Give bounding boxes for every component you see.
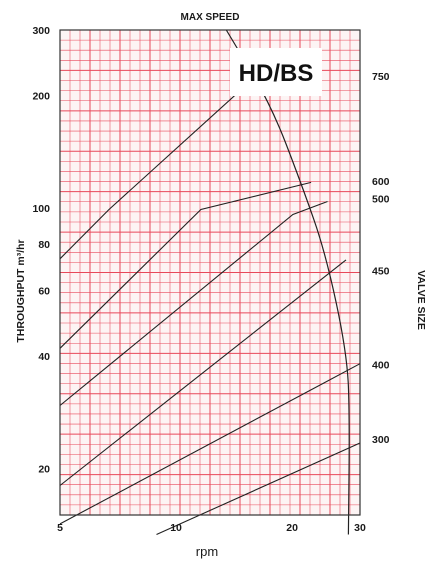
- valve-size-label-750: 750: [372, 71, 390, 83]
- x-tick-label: 20: [286, 522, 298, 534]
- chart-title: MAX SPEED: [181, 12, 240, 23]
- valve-size-label-400: 400: [372, 360, 390, 372]
- x-tick-label: 10: [170, 522, 182, 534]
- series-layer: [59, 70, 361, 536]
- valve-size-label-600: 600: [372, 176, 390, 188]
- badge-box: [230, 48, 322, 96]
- valve-size-labels: 750 600 500 450 400 300: [372, 71, 390, 446]
- y-tick-label: 20: [38, 463, 50, 475]
- valve-size-label-300: 300: [372, 434, 390, 446]
- y-tick-label: 80: [38, 239, 50, 251]
- y-axis-label: THROUGHPUT m³/hr: [15, 239, 27, 342]
- plot-border: [59, 29, 361, 516]
- y-tick-label: 60: [38, 286, 50, 298]
- y-tick-labels: 20 40 60 80 100 200 300: [32, 25, 50, 475]
- valve-size-label-500: 500: [372, 193, 390, 205]
- plot-frame: [59, 29, 361, 516]
- valve-size-line-500: [59, 200, 328, 406]
- x-tick-labels: 5 10 20 30: [57, 522, 366, 534]
- hd-bs-badge: HD/BS: [230, 48, 322, 96]
- valve-size-label: VALVE SIZE: [415, 270, 426, 330]
- y-tick-label: 100: [32, 203, 50, 215]
- y-tick-label: 40: [38, 351, 50, 363]
- badge-text: HD/BS: [239, 60, 314, 87]
- valve-size-label-450: 450: [372, 265, 390, 277]
- x-tick-label: 5: [57, 522, 63, 534]
- y-tick-label: 200: [32, 91, 50, 103]
- valve-size-line-400: [59, 363, 361, 525]
- valve-size-line-750: [59, 70, 263, 260]
- valve-size-line-450: [59, 259, 347, 486]
- valve-size-line-300: [156, 442, 361, 536]
- x-axis-label: rpm: [196, 544, 218, 559]
- valve-size-line-600: [59, 181, 312, 349]
- y-tick-label: 300: [32, 25, 50, 37]
- x-tick-label: 30: [354, 522, 366, 534]
